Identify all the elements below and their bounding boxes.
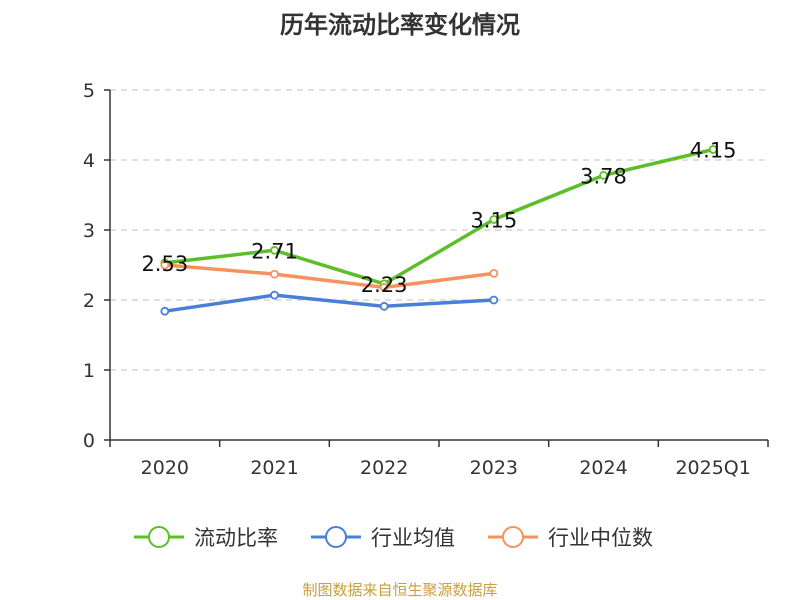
legend-item-3[interactable]: 行业中位数	[488, 526, 653, 550]
series-lines	[160, 145, 718, 316]
legend-item-1[interactable]: 流动比率	[134, 526, 278, 550]
legend-item-2[interactable]: 行业均值	[311, 526, 455, 550]
series-line-1	[164, 147, 714, 286]
legend-marker-icon	[325, 526, 347, 548]
y-tick-label: 4	[83, 150, 95, 172]
data-point	[489, 295, 499, 305]
legend-label: 行业中位数	[548, 526, 653, 550]
data-point	[599, 170, 608, 180]
y-tick-label: 0	[83, 430, 95, 452]
y-tick-label: 1	[83, 360, 95, 382]
data-label: 2.53	[141, 252, 188, 276]
y-tick-label: 2	[83, 290, 95, 312]
x-tick-label: 2025Q1	[675, 457, 750, 479]
legend-marker-icon	[148, 526, 170, 548]
x-tick-label: 2023	[470, 457, 518, 479]
data-label: 3.15	[470, 209, 517, 233]
legend[interactable]: 流动比率 行业均值 行业中位数	[134, 526, 653, 550]
data-point	[160, 306, 170, 316]
data-point	[270, 269, 279, 279]
data-point	[270, 245, 279, 255]
data-point	[379, 301, 389, 311]
data-point	[379, 282, 389, 292]
x-tick-label: 2020	[141, 457, 189, 479]
data-point	[270, 290, 279, 300]
x-tick-label: 2021	[250, 457, 298, 479]
data-label: 4.15	[690, 139, 737, 163]
data-label: 2.71	[251, 239, 298, 263]
data-point	[489, 268, 499, 278]
x-tick-label: 2022	[360, 457, 408, 479]
data-label: 3.78	[580, 164, 627, 188]
y-tick-label: 5	[83, 80, 95, 102]
series-line-2	[164, 293, 494, 313]
data-point	[708, 145, 718, 154]
legend-label: 行业均值	[371, 526, 455, 550]
chart-title: 历年流动比率变化情况	[280, 11, 520, 39]
data-point	[160, 260, 170, 270]
source-note: 制图数据来自恒生聚源数据库	[302, 581, 497, 599]
y-tick-label: 3	[83, 220, 95, 242]
data-label: 2.23	[361, 273, 408, 297]
legend-label: 流动比率	[194, 526, 278, 550]
data-labels: 2.53 2.71 2.23 3.15 3.78 4.15	[141, 139, 736, 297]
series-line-3	[164, 263, 495, 290]
legend-marker-icon	[502, 526, 524, 548]
axes: 0 1 2 3 4 5 2020 2021 2022 2023 2024 2025Q1	[83, 80, 769, 479]
data-point	[489, 215, 499, 224]
x-tick-label: 2024	[579, 457, 627, 479]
grid-lines	[110, 89, 768, 371]
